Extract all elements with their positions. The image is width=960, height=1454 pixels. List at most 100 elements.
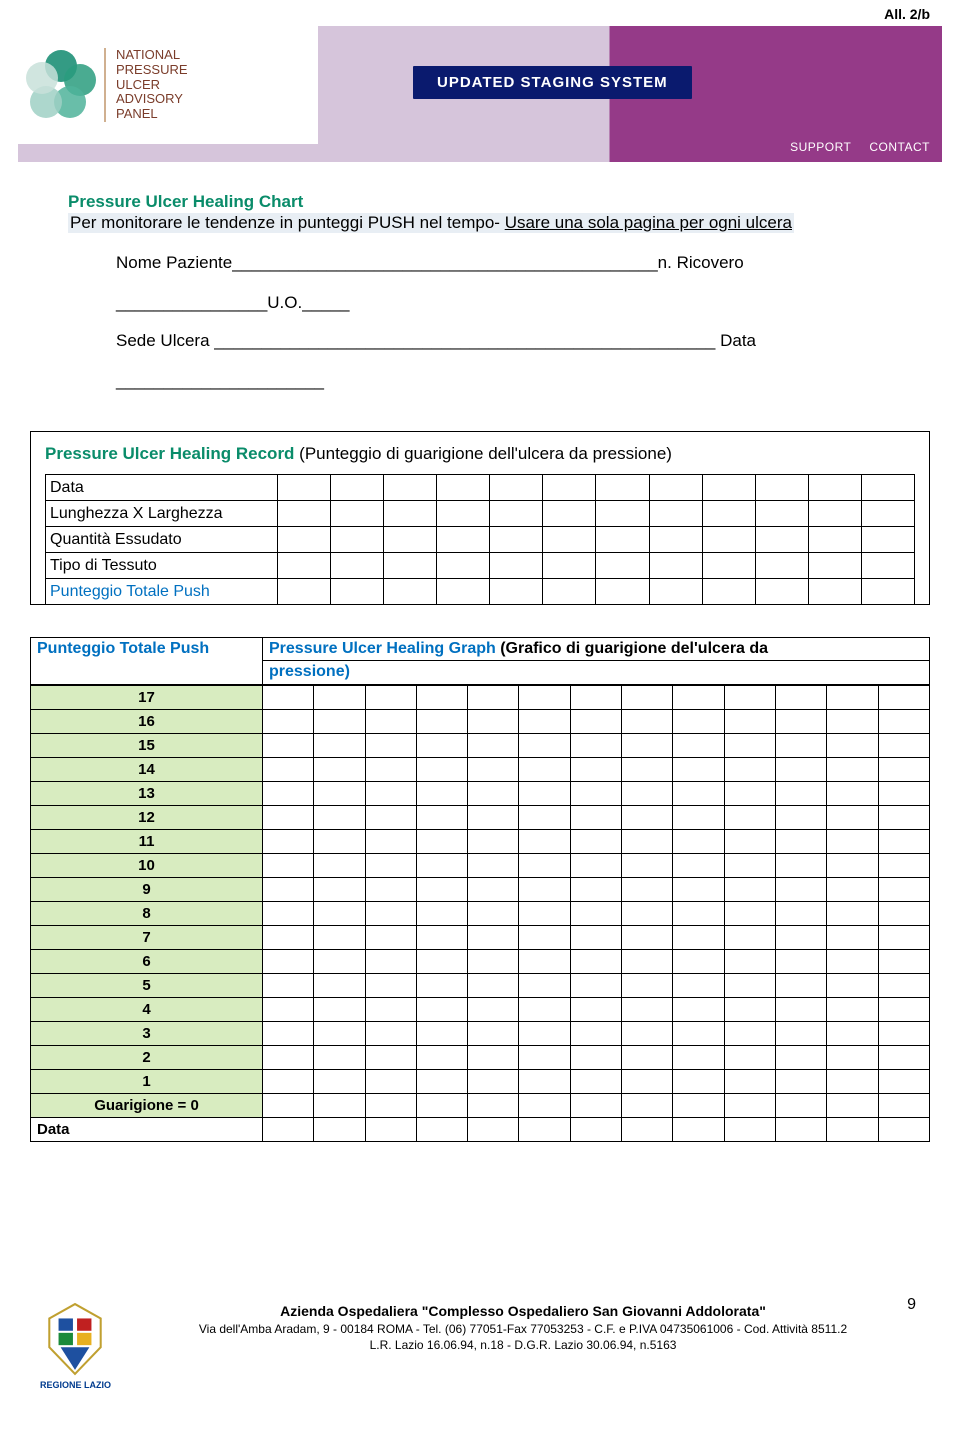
- record-cell[interactable]: [808, 475, 861, 501]
- graph-cell[interactable]: [519, 1070, 570, 1094]
- graph-cell[interactable]: [724, 854, 775, 878]
- graph-cell[interactable]: [519, 758, 570, 782]
- graph-cell[interactable]: [570, 686, 621, 710]
- record-cell[interactable]: [331, 501, 384, 527]
- graph-cell[interactable]: [314, 1022, 365, 1046]
- record-cell[interactable]: [437, 501, 490, 527]
- graph-cell[interactable]: [622, 758, 673, 782]
- record-cell[interactable]: [437, 527, 490, 553]
- graph-cell[interactable]: [468, 950, 519, 974]
- record-cell[interactable]: [702, 579, 755, 605]
- graph-cell[interactable]: [827, 710, 878, 734]
- graph-cell[interactable]: [416, 998, 467, 1022]
- record-cell[interactable]: [808, 553, 861, 579]
- graph-cell[interactable]: [878, 974, 929, 998]
- graph-cell[interactable]: [673, 902, 724, 926]
- graph-cell[interactable]: [622, 686, 673, 710]
- graph-cell[interactable]: [263, 1070, 314, 1094]
- graph-cell[interactable]: [468, 1046, 519, 1070]
- graph-cell[interactable]: [263, 1022, 314, 1046]
- record-cell[interactable]: [543, 527, 596, 553]
- graph-cell[interactable]: [365, 1070, 416, 1094]
- graph-cell[interactable]: [468, 926, 519, 950]
- graph-cell[interactable]: [827, 1046, 878, 1070]
- graph-cell[interactable]: [263, 734, 314, 758]
- graph-cell[interactable]: [622, 806, 673, 830]
- graph-cell[interactable]: [263, 710, 314, 734]
- graph-cell[interactable]: [519, 902, 570, 926]
- graph-cell[interactable]: [827, 950, 878, 974]
- record-cell[interactable]: [808, 501, 861, 527]
- graph-cell[interactable]: [263, 1046, 314, 1070]
- graph-cell[interactable]: [519, 806, 570, 830]
- record-cell[interactable]: [596, 579, 649, 605]
- graph-cell[interactable]: [519, 854, 570, 878]
- record-cell[interactable]: [596, 553, 649, 579]
- graph-cell[interactable]: [775, 1022, 826, 1046]
- graph-cell[interactable]: [314, 758, 365, 782]
- graph-cell[interactable]: [827, 902, 878, 926]
- record-cell[interactable]: [543, 579, 596, 605]
- graph-cell[interactable]: [519, 1022, 570, 1046]
- graph-cell[interactable]: [519, 734, 570, 758]
- graph-cell[interactable]: [775, 878, 826, 902]
- graph-cell[interactable]: [673, 1046, 724, 1070]
- graph-cell[interactable]: [314, 878, 365, 902]
- record-cell[interactable]: [702, 501, 755, 527]
- graph-cell[interactable]: [673, 998, 724, 1022]
- record-cell[interactable]: [755, 553, 808, 579]
- graph-cell[interactable]: [365, 806, 416, 830]
- graph-cell[interactable]: [314, 1118, 365, 1142]
- graph-cell[interactable]: [314, 1046, 365, 1070]
- graph-cell[interactable]: [775, 1070, 826, 1094]
- record-cell[interactable]: [278, 475, 331, 501]
- graph-cell[interactable]: [468, 902, 519, 926]
- record-cell[interactable]: [384, 475, 437, 501]
- record-cell[interactable]: [278, 553, 331, 579]
- graph-cell[interactable]: [673, 830, 724, 854]
- graph-cell[interactable]: [724, 1022, 775, 1046]
- graph-cell[interactable]: [416, 1094, 467, 1118]
- graph-cell[interactable]: [775, 806, 826, 830]
- graph-cell[interactable]: [468, 686, 519, 710]
- graph-cell[interactable]: [775, 1118, 826, 1142]
- graph-cell[interactable]: [416, 854, 467, 878]
- graph-cell[interactable]: [365, 758, 416, 782]
- graph-cell[interactable]: [519, 878, 570, 902]
- graph-cell[interactable]: [775, 758, 826, 782]
- graph-cell[interactable]: [724, 806, 775, 830]
- graph-cell[interactable]: [570, 734, 621, 758]
- graph-cell[interactable]: [416, 878, 467, 902]
- record-cell[interactable]: [384, 579, 437, 605]
- graph-cell[interactable]: [673, 734, 724, 758]
- graph-cell[interactable]: [570, 1094, 621, 1118]
- graph-cell[interactable]: [314, 854, 365, 878]
- graph-cell[interactable]: [314, 926, 365, 950]
- graph-cell[interactable]: [314, 902, 365, 926]
- graph-cell[interactable]: [263, 998, 314, 1022]
- graph-cell[interactable]: [673, 950, 724, 974]
- record-cell[interactable]: [755, 501, 808, 527]
- graph-cell[interactable]: [263, 854, 314, 878]
- graph-cell[interactable]: [263, 806, 314, 830]
- graph-cell[interactable]: [827, 806, 878, 830]
- graph-cell[interactable]: [519, 974, 570, 998]
- graph-cell[interactable]: [673, 710, 724, 734]
- graph-cell[interactable]: [263, 926, 314, 950]
- record-cell[interactable]: [543, 475, 596, 501]
- graph-cell[interactable]: [519, 686, 570, 710]
- record-cell[interactable]: [596, 501, 649, 527]
- graph-cell[interactable]: [416, 1070, 467, 1094]
- graph-cell[interactable]: [775, 686, 826, 710]
- graph-cell[interactable]: [622, 1118, 673, 1142]
- graph-cell[interactable]: [365, 974, 416, 998]
- record-cell[interactable]: [649, 579, 702, 605]
- graph-cell[interactable]: [673, 1022, 724, 1046]
- graph-cell[interactable]: [878, 878, 929, 902]
- graph-cell[interactable]: [519, 1118, 570, 1142]
- graph-cell[interactable]: [365, 926, 416, 950]
- graph-cell[interactable]: [827, 1118, 878, 1142]
- graph-cell[interactable]: [416, 1118, 467, 1142]
- graph-cell[interactable]: [263, 950, 314, 974]
- record-cell[interactable]: [543, 501, 596, 527]
